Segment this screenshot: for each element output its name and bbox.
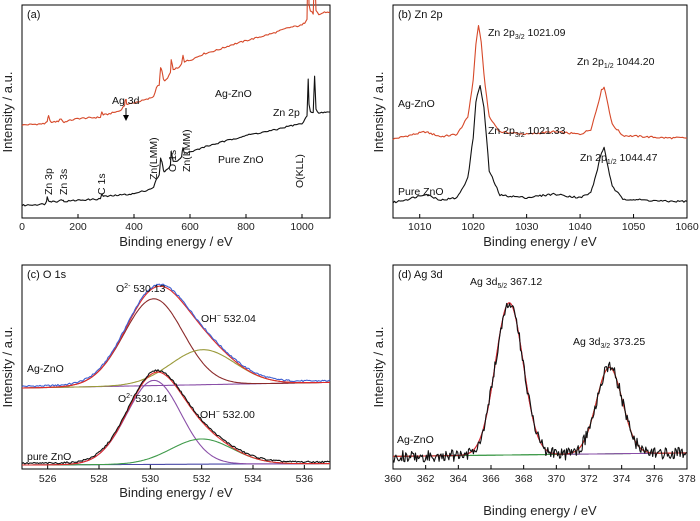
panel-c-y-axis-label: Intensity / a.u. — [0, 327, 15, 408]
x-tick-label: 1030 — [515, 221, 539, 233]
series-line-pure-zno — [392, 84, 688, 204]
panel-d-title: (d) Ag 3d — [398, 269, 443, 281]
component-peak-1 — [393, 302, 687, 457]
x-tick-label: 1060 — [675, 221, 699, 233]
panel-c-x-ticks: 526 528 530 532 534 536 — [39, 465, 313, 485]
x-tick-label: 372 — [580, 473, 598, 485]
panel-b-x-ticks: 1010 1020 1030 1040 1050 1060 — [408, 214, 699, 233]
x-tick-label: 1050 — [622, 221, 646, 233]
series-line-ag-zno — [392, 24, 688, 141]
fit-envelope-line — [22, 371, 330, 466]
panel-a-y-axis-label: Intensity / a.u. — [0, 72, 15, 153]
panel-a-znlmm-label-1: Zn(LMM) — [148, 137, 160, 180]
x-tick-label: 526 — [39, 473, 57, 485]
panel-d-y-axis-label: Intensity / a.u. — [371, 327, 386, 408]
component-peak-1 — [22, 298, 330, 389]
panel-c-o2-top-label: O2- 530.13 — [116, 283, 166, 295]
x-tick-label: 1010 — [408, 221, 432, 233]
measured-line — [392, 302, 688, 463]
x-tick-label: 362 — [417, 473, 435, 485]
panel-b-y-axis-label: Intensity / a.u. — [371, 72, 386, 153]
panel-b-zn2p-chart: 1010 1020 1030 1040 1050 1060 (b) Zn 2p Ag-Zn… — [371, 4, 699, 249]
panel-b-ag-zno-label: Ag-ZnO — [398, 98, 435, 110]
panel-b-pure-zno-label: Pure ZnO — [398, 186, 444, 198]
panel-a-traces — [21, 0, 331, 207]
fit-envelope-line — [22, 285, 330, 389]
panel-a-survey-chart: 0 200 400 600 800 1000 (a) Ag-ZnO Ag 3d Pure … — [0, 0, 331, 249]
x-tick-label: 600 — [181, 221, 199, 233]
x-tick-label: 532 — [193, 473, 211, 485]
x-tick-label: 530 — [142, 473, 160, 485]
panel-c-pure-zno-label: pure ZnO — [27, 451, 71, 463]
panel-a-x-ticks: 0 200 400 600 800 1000 — [19, 214, 314, 233]
measured-line — [21, 369, 330, 465]
panel-a-title: (a) — [27, 9, 40, 21]
panel-a-o1s-label: O 1s — [167, 150, 179, 172]
panel-a-zn3p-label: Zn 3p — [43, 168, 55, 195]
x-tick-label: 368 — [515, 473, 533, 485]
x-tick-label: 366 — [482, 473, 500, 485]
x-tick-label: 400 — [125, 221, 143, 233]
series-line-pure-zno — [21, 75, 331, 207]
panel-a-okll-label: O(KLL) — [294, 154, 306, 188]
panel-c-frame — [21, 264, 331, 470]
panel-d-peak2-label: Ag 3d3/2 373.25 — [573, 336, 645, 350]
panel-c-o2-bot-label: O2- 530.14 — [118, 393, 168, 405]
panel-d-x-ticks: 360 362 364 366 368 370 372 374 376 378 — [384, 465, 696, 485]
panel-d-frame — [392, 264, 688, 470]
panel-c-ag-zno-label: Ag-ZnO — [27, 363, 64, 375]
panel-d-ag-zno-label: Ag-ZnO — [397, 434, 434, 446]
x-tick-label: 376 — [646, 473, 664, 485]
panel-d-x-axis-label: Binding energy / eV — [483, 503, 597, 518]
x-tick-label: 200 — [69, 221, 87, 233]
x-tick-label: 364 — [450, 473, 468, 485]
x-tick-label: 1040 — [568, 221, 592, 233]
x-tick-label: 370 — [548, 473, 566, 485]
x-tick-label: 378 — [678, 473, 696, 485]
panel-b-x-axis-label: Binding energy / eV — [483, 234, 597, 249]
panel-a-c1s-label: C 1s — [96, 173, 108, 195]
panel-c-o1s-chart: 526 528 530 532 534 536 (c) O 1s Ag-ZnO pure … — [0, 264, 331, 500]
panel-b-peak1-ag-label: Zn 2p3/2 1021.09 — [488, 27, 566, 41]
x-tick-label: 0 — [19, 221, 25, 233]
panel-a-ag3d-arrowhead-icon — [123, 115, 129, 121]
panel-c-x-axis-label: Binding energy / eV — [119, 485, 233, 500]
panel-c-oh-top-label: OH− 532.04 — [201, 313, 256, 325]
panel-a-zn2p-label: Zn 2p — [273, 107, 300, 119]
panel-b-frame — [392, 4, 688, 219]
panel-a-ag3d-label: Ag 3d — [112, 95, 140, 107]
fit-envelope-line — [393, 302, 687, 457]
panel-c-oh-bot-label: OH− 532.00 — [200, 409, 255, 421]
panel-a-znlmm-label-2: Zn(LMM) — [181, 129, 193, 172]
panel-c-title: (c) O 1s — [27, 269, 67, 281]
measured-line — [21, 283, 331, 388]
x-tick-label: 536 — [296, 473, 314, 485]
x-tick-label: 1020 — [462, 221, 486, 233]
x-tick-label: 1000 — [290, 221, 314, 233]
panel-a-ag-zno-label: Ag-ZnO — [215, 88, 252, 100]
panel-a-x-axis-label: Binding energy / eV — [119, 234, 233, 249]
panel-b-peak2-ag-label: Zn 2p1/2 1044.20 — [577, 56, 655, 70]
panel-a-pure-zno-label: Pure ZnO — [218, 154, 264, 166]
x-tick-label: 534 — [244, 473, 262, 485]
panel-b-traces — [392, 24, 688, 204]
panel-d-peak1-label: Ag 3d5/2 367.12 — [470, 276, 542, 290]
panel-c-traces — [21, 283, 331, 466]
panel-b-title: (b) Zn 2p — [398, 9, 443, 21]
panel-a-frame — [21, 4, 331, 219]
series-line-ag-zno — [21, 0, 331, 126]
panel-b-peak2-pure-label: Zn 2p1/2 1044.47 — [580, 152, 658, 166]
panel-b-peak1-pure-label: Zn 2p3/2 1021.33 — [488, 125, 566, 139]
panel-d-traces — [392, 302, 688, 463]
x-tick-label: 374 — [613, 473, 631, 485]
panel-a-zn3s-label: Zn 3s — [58, 169, 70, 195]
x-tick-label: 528 — [90, 473, 108, 485]
x-tick-label: 360 — [384, 473, 402, 485]
x-tick-label: 800 — [237, 221, 255, 233]
panel-d-ag3d-chart: 360 362 364 366 368 370 372 374 376 378 (d) Ag 3d… — [371, 264, 696, 518]
